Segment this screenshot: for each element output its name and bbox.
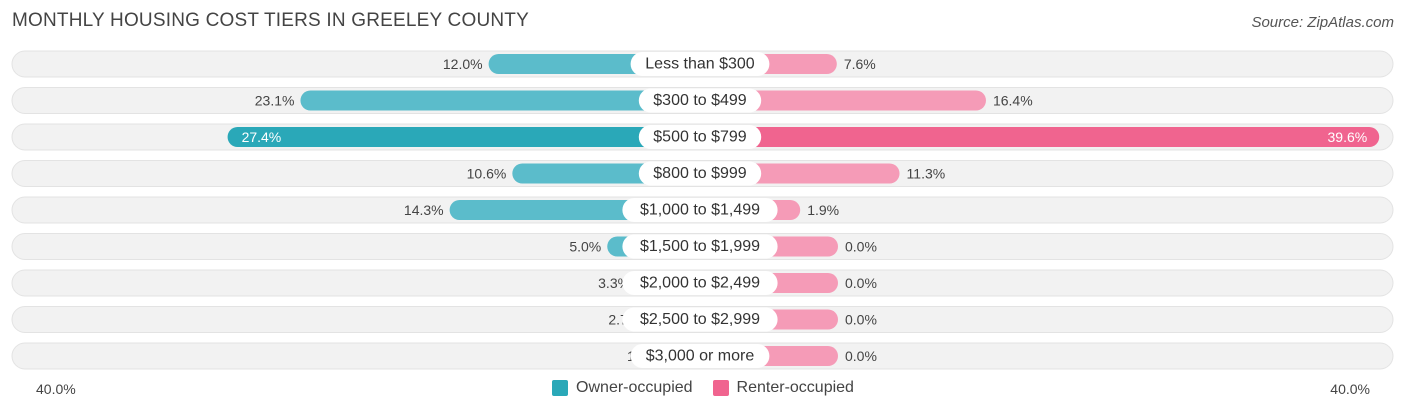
category-pill — [630, 52, 770, 76]
axis-label-right: 40.0% — [1330, 381, 1370, 397]
renter-value-label: 16.4% — [993, 93, 1033, 109]
renter-value-label: 39.6% — [1328, 129, 1368, 145]
source-note: Source: ZipAtlas.com — [1251, 14, 1394, 31]
owner-value-label: 12.0% — [443, 56, 483, 72]
owner-value-label: 23.1% — [255, 93, 295, 109]
renter-value-label: 0.0% — [845, 239, 877, 255]
category-pill — [622, 234, 778, 259]
renter-value-label: 0.0% — [845, 275, 877, 291]
renter-value-label: 0.0% — [845, 348, 877, 364]
owner-value-label: 10.6% — [467, 166, 507, 182]
category-label: $800 to $999 — [653, 165, 747, 182]
legend-swatch-owner — [552, 380, 569, 396]
category-label: $2,000 to $2,499 — [640, 275, 760, 292]
category-pill — [622, 271, 778, 295]
chart-area: 12.0% 7.6% Less than $300 23.1% 16.4% $300 to… — [11, 50, 1394, 370]
category-label: $500 to $799 — [653, 129, 747, 146]
legend-item-renter: Renter-occupied — [712, 379, 854, 397]
category-label: $3,000 or more — [646, 348, 755, 365]
owner-bar — [227, 127, 700, 147]
category-label: $2,500 to $2,999 — [640, 311, 760, 328]
renter-value-label: 0.0% — [845, 312, 877, 328]
category-pill — [638, 88, 762, 113]
category-pill — [622, 307, 778, 332]
owner-value-label: 3.3% — [598, 275, 630, 291]
owner-bar — [300, 90, 700, 111]
category-pill — [638, 125, 762, 149]
category-label: $300 to $499 — [653, 92, 747, 109]
renter-bar — [700, 127, 1380, 147]
renter-bar — [700, 90, 986, 111]
category-label: $1,500 to $1,999 — [640, 238, 760, 255]
axis-label-left: 40.0% — [36, 381, 76, 397]
renter-value-label: 7.6% — [844, 56, 876, 72]
chart-title: MONTHLY HOUSING COST TIERS IN GREELEY CO… — [12, 10, 529, 31]
legend-label-renter: Renter-occupied — [736, 379, 854, 396]
category-pill — [622, 198, 778, 222]
owner-value-label: 5.0% — [569, 239, 601, 255]
category-pill — [630, 344, 770, 368]
legend: Owner-occupied Renter-occupied — [0, 379, 1406, 397]
owner-value-label: 14.3% — [404, 202, 444, 218]
category-label: Less than $300 — [645, 56, 755, 73]
renter-value-label: 11.3% — [907, 166, 946, 182]
category-pill — [638, 161, 762, 186]
renter-value-label: 1.9% — [807, 202, 839, 218]
category-label: $1,000 to $1,499 — [640, 202, 760, 219]
legend-item-owner: Owner-occupied — [552, 379, 693, 397]
owner-value-label: 27.4% — [242, 129, 282, 145]
legend-label-owner: Owner-occupied — [576, 379, 693, 396]
legend-swatch-renter — [712, 380, 729, 396]
